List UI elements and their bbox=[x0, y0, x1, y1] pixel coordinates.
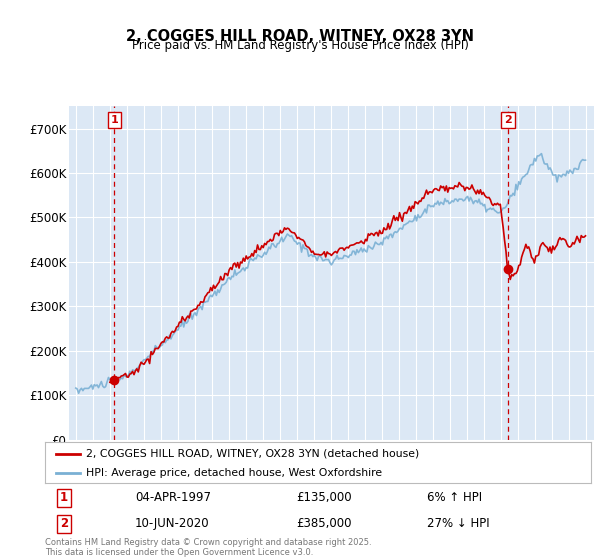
Text: 2, COGGES HILL ROAD, WITNEY, OX28 3YN (detached house): 2, COGGES HILL ROAD, WITNEY, OX28 3YN (d… bbox=[86, 449, 419, 459]
Text: 04-APR-1997: 04-APR-1997 bbox=[135, 491, 211, 505]
Text: 10-JUN-2020: 10-JUN-2020 bbox=[135, 517, 210, 530]
Text: 1: 1 bbox=[60, 491, 68, 505]
Text: HPI: Average price, detached house, West Oxfordshire: HPI: Average price, detached house, West… bbox=[86, 468, 382, 478]
Text: £385,000: £385,000 bbox=[296, 517, 352, 530]
Text: 2, COGGES HILL ROAD, WITNEY, OX28 3YN: 2, COGGES HILL ROAD, WITNEY, OX28 3YN bbox=[126, 29, 474, 44]
Text: 6% ↑ HPI: 6% ↑ HPI bbox=[427, 491, 482, 505]
Text: Contains HM Land Registry data © Crown copyright and database right 2025.
This d: Contains HM Land Registry data © Crown c… bbox=[45, 538, 371, 557]
Text: 1: 1 bbox=[110, 115, 118, 125]
Text: 2: 2 bbox=[60, 517, 68, 530]
Text: 2: 2 bbox=[504, 115, 512, 125]
Text: £135,000: £135,000 bbox=[296, 491, 352, 505]
Text: Price paid vs. HM Land Registry's House Price Index (HPI): Price paid vs. HM Land Registry's House … bbox=[131, 39, 469, 53]
Text: 27% ↓ HPI: 27% ↓ HPI bbox=[427, 517, 490, 530]
